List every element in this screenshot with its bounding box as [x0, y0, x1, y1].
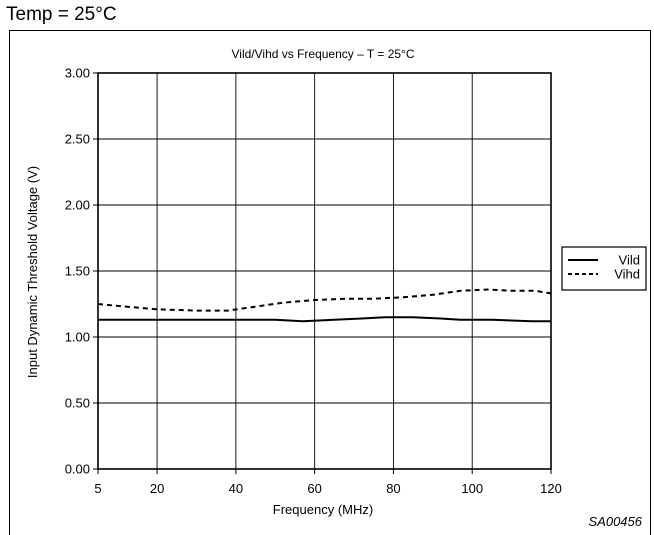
y-tick-label: 3.00 [65, 66, 90, 81]
legend-label-vihd: Vihd [614, 267, 640, 282]
y-axis-label: Input Dynamic Threshold Voltage (V) [25, 166, 40, 378]
legend-label-vild: Vild [619, 253, 640, 268]
temperature-caption: Temp = 25°C [6, 4, 117, 25]
chart-frame [9, 30, 651, 535]
y-tick-label: 1.00 [65, 330, 90, 345]
y-tick-label: 0.00 [65, 462, 90, 477]
x-tick-label: 100 [461, 481, 483, 496]
x-tick-label: 60 [307, 481, 321, 496]
reference-code: SA00456 [588, 514, 643, 529]
series-line-vild [98, 316, 551, 323]
plot-layer: 5 20 40 60 80 100 120 0.00 0.50 1.00 1.50 2.00 2.50 3… [65, 66, 647, 496]
legend-box [561, 246, 647, 291]
x-axis-label: Frequency (MHz) [273, 502, 373, 517]
y-tick-label: 0.50 [65, 396, 90, 411]
y-tick-label: 1.50 [65, 264, 90, 279]
series-line-vihd [97, 288, 552, 312]
chart-title: Vild/Vihd vs Frequency – T = 25°C [231, 47, 414, 61]
x-tick-label: 20 [150, 481, 164, 496]
y-tick-label: 2.00 [65, 198, 90, 213]
x-tick-label: 120 [540, 481, 562, 496]
x-tick-label: 5 [94, 481, 101, 496]
x-tick-label: 80 [386, 481, 400, 496]
y-tick-label: 2.50 [65, 132, 90, 147]
x-tick-label: 40 [229, 481, 243, 496]
